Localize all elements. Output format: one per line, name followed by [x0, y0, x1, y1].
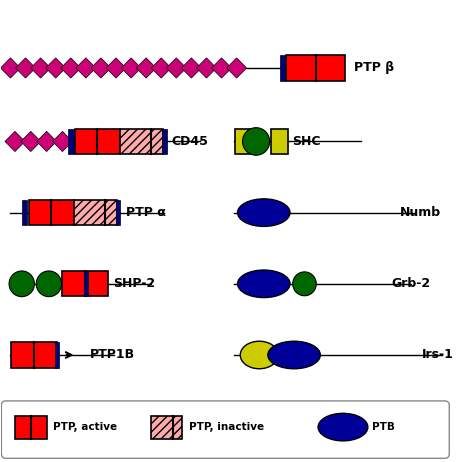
Polygon shape: [136, 58, 156, 78]
Polygon shape: [61, 58, 81, 78]
Polygon shape: [46, 58, 66, 78]
Bar: [68, 129, 74, 154]
Circle shape: [293, 272, 316, 296]
Bar: [280, 55, 285, 80]
Bar: [84, 271, 88, 297]
Polygon shape: [91, 58, 111, 78]
Bar: [75, 129, 120, 154]
Polygon shape: [212, 58, 231, 78]
Bar: [22, 200, 27, 225]
Bar: [12, 342, 56, 368]
Ellipse shape: [237, 199, 290, 226]
Polygon shape: [0, 58, 20, 78]
Polygon shape: [166, 58, 186, 78]
Bar: [55, 342, 59, 368]
Bar: [15, 416, 47, 438]
Bar: [163, 129, 167, 154]
Text: Irs-1: Irs-1: [422, 348, 454, 361]
Polygon shape: [196, 58, 216, 78]
Text: CD45: CD45: [171, 135, 208, 148]
Polygon shape: [106, 58, 126, 78]
Polygon shape: [151, 58, 171, 78]
Polygon shape: [16, 58, 36, 78]
Polygon shape: [21, 131, 41, 152]
Bar: [116, 200, 121, 225]
Circle shape: [36, 271, 61, 297]
Polygon shape: [5, 131, 25, 152]
Bar: [286, 55, 345, 80]
Text: PTP, inactive: PTP, inactive: [189, 422, 264, 432]
Bar: [120, 129, 163, 154]
Text: SHP-2: SHP-2: [114, 277, 156, 290]
Ellipse shape: [237, 270, 290, 298]
Ellipse shape: [240, 341, 278, 369]
Ellipse shape: [318, 413, 368, 441]
Bar: [151, 416, 182, 438]
Circle shape: [9, 271, 34, 297]
Bar: [29, 200, 74, 225]
Bar: [74, 200, 117, 225]
Polygon shape: [182, 58, 201, 78]
Text: PTP1B: PTP1B: [90, 348, 135, 361]
Text: Grb-2: Grb-2: [392, 277, 431, 290]
Polygon shape: [76, 58, 96, 78]
Text: SHC: SHC: [292, 135, 321, 148]
Polygon shape: [227, 58, 247, 78]
Bar: [62, 271, 108, 297]
Bar: [235, 129, 252, 154]
Text: PTB: PTB: [372, 422, 395, 432]
Circle shape: [243, 128, 270, 155]
Bar: [271, 129, 288, 154]
Polygon shape: [36, 131, 56, 152]
Text: Numb: Numb: [400, 206, 441, 219]
Polygon shape: [121, 58, 141, 78]
FancyBboxPatch shape: [1, 401, 449, 458]
Text: PTP α: PTP α: [126, 206, 166, 219]
Text: PTP, active: PTP, active: [54, 422, 117, 432]
Polygon shape: [30, 58, 50, 78]
Text: PTP β: PTP β: [354, 61, 395, 74]
Polygon shape: [53, 131, 73, 152]
Ellipse shape: [268, 341, 320, 369]
